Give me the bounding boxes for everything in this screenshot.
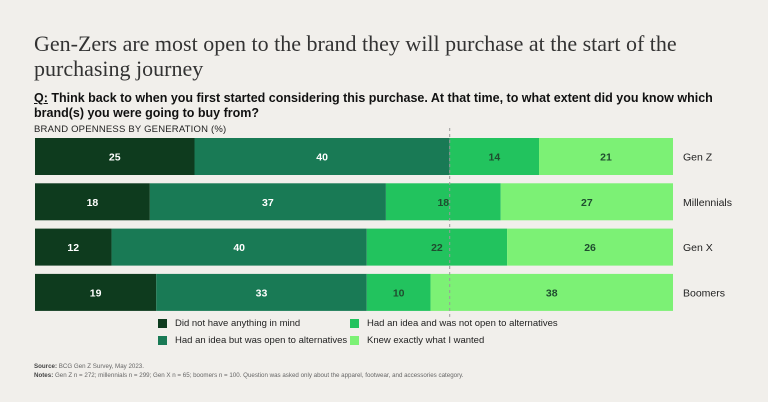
bar-segment: [35, 228, 112, 266]
question-prefix: Q:: [34, 91, 48, 105]
legend-label: Had an idea and was not open to alternat…: [367, 318, 558, 329]
bar-value-label: 18: [437, 197, 449, 209]
bar-value-label: 14: [489, 152, 501, 164]
legend-label: Knew exactly what I wanted: [367, 335, 485, 346]
bar-segment: [430, 273, 673, 311]
notes-label: Notes:: [34, 372, 54, 379]
bar-segment: [449, 138, 540, 175]
bar-segment: [366, 228, 508, 266]
bar-segment: [156, 273, 367, 311]
bar-value-label: 19: [90, 287, 102, 299]
stacked-bar-chart: 25 40 14 21 Gen Z 18 37 18 27 Millennials 12 40 22 26…: [35, 128, 732, 317]
legend-swatch: [350, 319, 359, 328]
legend-item: Had an idea but was open to alternatives: [158, 335, 350, 346]
category-label: Gen Z: [683, 152, 713, 164]
chart-subtitle: BRAND OPENNESS BY GENERATION (%): [34, 124, 227, 135]
notes-text: Gen Z n = 272; millennials n = 299; Gen …: [53, 372, 464, 379]
bar-segment: [366, 273, 431, 311]
bar-value-label: 18: [87, 197, 99, 209]
bar-value-label: 21: [600, 152, 612, 164]
category-label: Millennials: [683, 197, 732, 209]
source-line: Source: BCG Gen Z Survey, May 2023.: [34, 362, 734, 371]
source-text: BCG Gen Z Survey, May 2023.: [57, 363, 144, 370]
bar-segment: [35, 273, 157, 311]
bar-value-label: 22: [431, 242, 443, 254]
category-label: Boomers: [683, 287, 725, 299]
source-label: Source:: [34, 363, 58, 370]
bar-segment: [539, 138, 673, 175]
bar-value-label: 38: [546, 287, 558, 299]
legend-item: Knew exactly what I wanted: [350, 335, 570, 346]
bar-segment: [194, 138, 450, 175]
bar-segment: [149, 183, 386, 221]
category-label: Gen X: [683, 242, 713, 254]
bar-segment: [111, 228, 367, 266]
chart-legend: Did not have anything in mind Had an ide…: [158, 318, 578, 346]
bar-value-label: 40: [316, 152, 328, 164]
footer-notes: Source: BCG Gen Z Survey, May 2023. Note…: [34, 362, 734, 380]
bar-value-label: 33: [256, 287, 268, 299]
bar-value-label: 10: [393, 287, 405, 299]
bar-segment: [35, 183, 150, 221]
legend-label: Did not have anything in mind: [175, 318, 301, 329]
legend-swatch: [158, 319, 167, 328]
bar-segment: [507, 228, 673, 266]
bar-value-label: 25: [109, 152, 121, 164]
bar-value-label: 27: [581, 197, 593, 209]
bar-segment: [500, 183, 673, 221]
question-text: Think back to when you first started con…: [34, 91, 713, 120]
legend-swatch: [158, 336, 167, 345]
legend-item: Had an idea and was not open to alternat…: [350, 318, 570, 329]
survey-question: Q: Think back to when you first started …: [34, 91, 734, 121]
bar-segment: [35, 138, 195, 175]
legend-item: Did not have anything in mind: [158, 318, 350, 329]
bar-value-label: 26: [584, 242, 596, 254]
bar-value-label: 12: [67, 242, 79, 254]
chart-title: Gen-Zers are most open to the brand they…: [34, 31, 677, 81]
legend-swatch: [350, 336, 359, 345]
bar-value-label: 40: [233, 242, 245, 254]
bar-segment: [385, 183, 501, 221]
notes-line: Notes: Gen Z n = 272; millennials n = 29…: [34, 371, 734, 380]
bar-value-label: 37: [262, 197, 274, 209]
legend-label: Had an idea but was open to alternatives: [175, 335, 348, 346]
